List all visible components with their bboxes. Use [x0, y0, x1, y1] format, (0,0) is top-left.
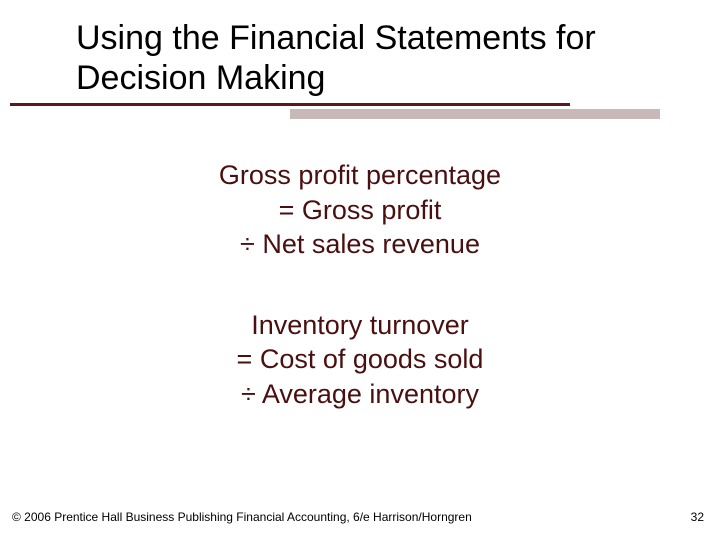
- title-underline: [10, 103, 710, 106]
- content-area: Gross profit percentage = Gross profit ÷…: [0, 158, 720, 411]
- formula-gross-profit: Gross profit percentage = Gross profit ÷…: [0, 158, 720, 262]
- formula-inventory-turnover: Inventory turnover = Cost of goods sold …: [0, 308, 720, 412]
- underline-light: [290, 109, 660, 119]
- formula-line: = Cost of goods sold: [0, 342, 720, 377]
- slide: Using the Financial Statements for Decis…: [0, 0, 720, 540]
- formula-line: ÷ Average inventory: [0, 377, 720, 412]
- formula-line: ÷ Net sales revenue: [0, 227, 720, 262]
- formula-line: Inventory turnover: [0, 308, 720, 343]
- underline-dark: [10, 103, 570, 106]
- formula-line: Gross profit percentage: [0, 158, 720, 193]
- title-area: Using the Financial Statements for Decis…: [0, 0, 720, 98]
- slide-title: Using the Financial Statements for Decis…: [76, 18, 720, 98]
- footer-copyright: © 2006 Prentice Hall Business Publishing…: [12, 510, 472, 524]
- page-number: 32: [691, 510, 704, 524]
- formula-line: = Gross profit: [0, 193, 720, 228]
